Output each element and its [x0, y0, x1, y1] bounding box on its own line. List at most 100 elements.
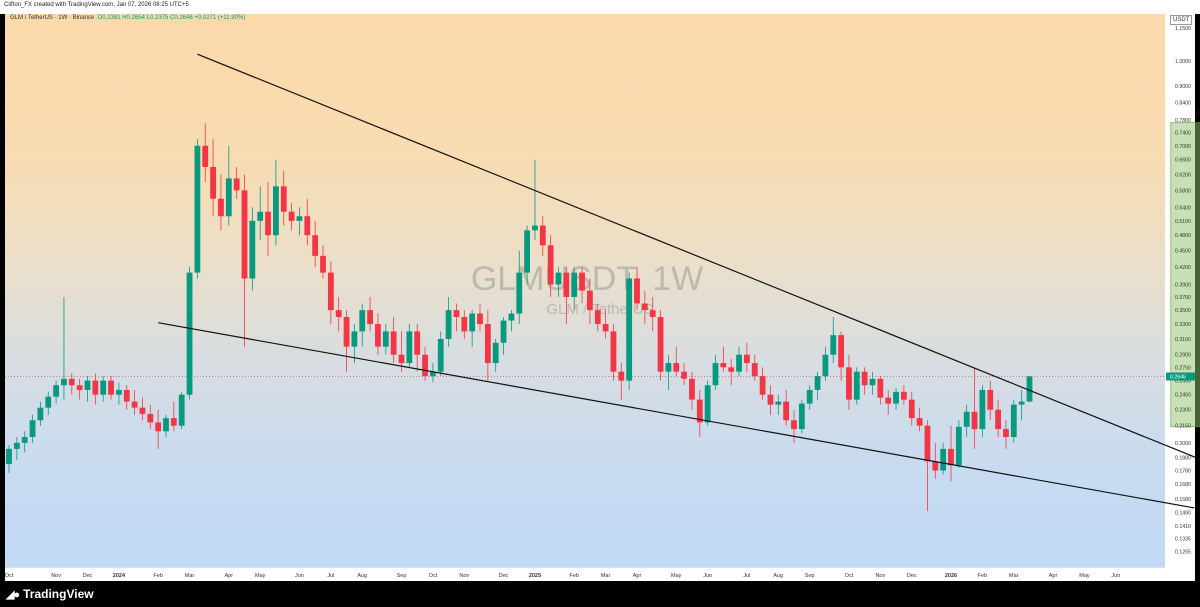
candle[interactable]: [320, 245, 326, 279]
candle[interactable]: [736, 346, 742, 377]
candle[interactable]: [869, 371, 876, 395]
candle[interactable]: [728, 358, 735, 386]
candle[interactable]: [649, 296, 656, 332]
candle[interactable]: [916, 407, 923, 432]
candle[interactable]: [6, 445, 12, 474]
candle[interactable]: [202, 123, 209, 183]
candle[interactable]: [657, 310, 664, 381]
candle[interactable]: [406, 324, 413, 368]
candle[interactable]: [641, 290, 648, 325]
candle[interactable]: [477, 303, 483, 332]
candle[interactable]: [61, 296, 67, 400]
candle[interactable]: [367, 296, 373, 332]
time-axis[interactable]: [5, 567, 1165, 582]
candle[interactable]: [1018, 389, 1025, 421]
candle[interactable]: [626, 272, 633, 390]
candle[interactable]: [29, 414, 36, 443]
candle[interactable]: [751, 354, 758, 381]
candle[interactable]: [971, 367, 978, 449]
candle[interactable]: [186, 266, 193, 400]
candle[interactable]: [759, 367, 766, 400]
candle[interactable]: [673, 346, 680, 377]
candle[interactable]: [500, 317, 507, 355]
candle[interactable]: [720, 346, 727, 372]
candle[interactable]: [791, 409, 797, 443]
candle[interactable]: [131, 389, 138, 415]
candle[interactable]: [712, 354, 719, 390]
candle[interactable]: [68, 373, 75, 395]
candle[interactable]: [296, 207, 303, 236]
candle[interactable]: [1003, 420, 1009, 449]
candle[interactable]: [100, 376, 107, 402]
candle[interactable]: [84, 376, 91, 402]
candle[interactable]: [948, 425, 954, 482]
symbol-legend[interactable]: GLM / TetherUS · 1W · Binance O0.2381 H0…: [10, 15, 245, 21]
candle[interactable]: [861, 367, 868, 395]
candle[interactable]: [924, 420, 931, 512]
candle[interactable]: [539, 216, 546, 256]
candle[interactable]: [343, 310, 350, 372]
candle[interactable]: [21, 431, 28, 453]
candle[interactable]: [516, 250, 523, 325]
candle[interactable]: [225, 145, 232, 226]
candle[interactable]: [382, 324, 389, 355]
candle[interactable]: [233, 167, 240, 199]
candle[interactable]: [53, 380, 59, 404]
candle[interactable]: [877, 376, 884, 405]
candle[interactable]: [610, 324, 617, 381]
candle[interactable]: [955, 420, 962, 468]
candle[interactable]: [170, 401, 177, 432]
candle[interactable]: [940, 442, 947, 475]
candle[interactable]: [241, 174, 248, 347]
candle[interactable]: [995, 399, 1001, 438]
candle[interactable]: [116, 382, 122, 405]
candle[interactable]: [532, 159, 538, 241]
candle[interactable]: [139, 397, 146, 421]
candle[interactable]: [696, 389, 703, 438]
candle[interactable]: [594, 303, 601, 332]
candle[interactable]: [163, 414, 169, 438]
candle[interactable]: [744, 342, 750, 372]
candle[interactable]: [273, 159, 279, 246]
candle[interactable]: [838, 331, 844, 381]
chart-pane[interactable]: [5, 14, 1165, 581]
candle[interactable]: [806, 385, 813, 410]
candle[interactable]: [563, 266, 570, 325]
candle[interactable]: [249, 207, 256, 291]
candle[interactable]: [210, 139, 216, 217]
candle[interactable]: [681, 363, 687, 386]
candle[interactable]: [147, 404, 154, 430]
candle[interactable]: [822, 346, 829, 381]
candle[interactable]: [108, 376, 114, 400]
candle[interactable]: [304, 198, 311, 246]
candle[interactable]: [1010, 399, 1017, 443]
candle[interactable]: [194, 139, 201, 279]
candle[interactable]: [375, 313, 381, 355]
candle[interactable]: [257, 186, 264, 241]
candle[interactable]: [484, 310, 491, 381]
candle[interactable]: [453, 303, 460, 332]
candle[interactable]: [76, 378, 83, 400]
candle[interactable]: [524, 225, 530, 285]
candle[interactable]: [414, 324, 421, 372]
candle[interactable]: [13, 437, 20, 461]
tradingview-logo[interactable]: ◢● TradingView: [6, 587, 94, 601]
candle[interactable]: [901, 385, 907, 405]
candle[interactable]: [155, 409, 162, 449]
candle[interactable]: [1026, 375, 1033, 403]
candle[interactable]: [398, 331, 405, 372]
candle[interactable]: [979, 385, 986, 438]
candle[interactable]: [885, 389, 892, 415]
candle[interactable]: [571, 266, 578, 311]
candle[interactable]: [445, 296, 452, 347]
candle[interactable]: [45, 391, 52, 415]
candle[interactable]: [265, 182, 271, 256]
candle[interactable]: [390, 317, 397, 364]
candle[interactable]: [335, 296, 342, 332]
candle[interactable]: [492, 338, 499, 372]
candle[interactable]: [351, 324, 358, 364]
candle[interactable]: [422, 346, 428, 381]
candle[interactable]: [218, 174, 224, 231]
candle[interactable]: [665, 354, 672, 390]
